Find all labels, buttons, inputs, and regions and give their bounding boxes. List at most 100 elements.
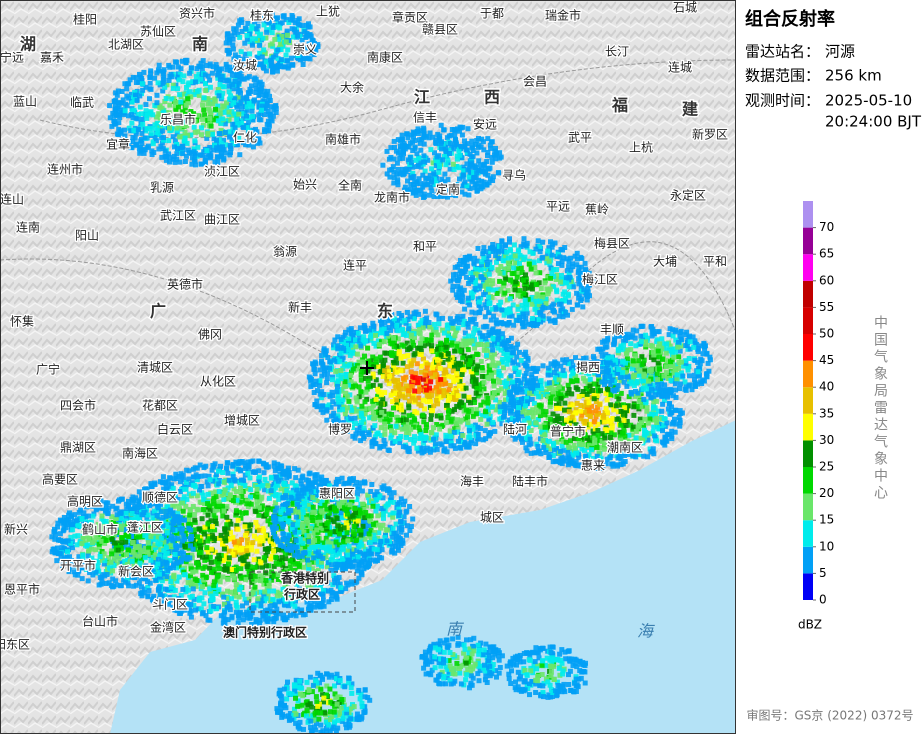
echo-cell	[524, 448, 530, 454]
echo-cell	[193, 568, 199, 574]
echo-cell	[491, 330, 497, 335]
echo-cell	[365, 345, 371, 351]
echo-cell	[565, 361, 571, 367]
echo-cell	[467, 434, 473, 440]
echo-cell	[213, 62, 219, 68]
echo-cell	[367, 384, 373, 390]
echo-cell	[645, 437, 651, 443]
echo-cell	[275, 482, 281, 488]
echo-cell	[379, 417, 385, 423]
echo-cell	[620, 461, 626, 467]
echo-cell	[593, 361, 599, 367]
echo-cell	[275, 572, 281, 578]
echo-cell	[489, 362, 495, 368]
echo-cell	[203, 81, 208, 87]
echo-cell	[353, 395, 359, 401]
echo-cell	[223, 553, 229, 559]
echo-cell	[276, 478, 281, 484]
echo-cell	[529, 410, 535, 416]
echo-cell	[459, 372, 465, 377]
echo-cell	[460, 383, 466, 388]
echo-cell	[290, 597, 296, 603]
echo-cell	[258, 578, 263, 584]
echo-cell	[630, 453, 636, 459]
echo-cell	[161, 486, 167, 492]
echo-cell	[208, 608, 214, 614]
echo-cell	[605, 387, 611, 393]
echo-cell	[414, 361, 420, 367]
echo-cell	[564, 357, 569, 363]
echo-cell	[396, 382, 402, 388]
echo-cell	[119, 108, 125, 114]
echo-cell	[438, 340, 444, 346]
echo-cell	[183, 480, 189, 486]
echo-cell	[195, 561, 201, 567]
echo-cell	[480, 368, 486, 373]
echo-cell	[218, 463, 223, 469]
echo-cell	[357, 338, 363, 344]
echo-cell	[210, 101, 216, 107]
echo-cell	[242, 596, 248, 602]
echo-cell	[476, 382, 482, 388]
echo-cell	[382, 431, 388, 437]
echo-cell	[238, 550, 244, 556]
echo-cell	[474, 370, 480, 376]
echo-cell	[447, 316, 453, 322]
echo-cell	[589, 410, 595, 416]
echo-cell	[211, 582, 217, 588]
echo-cell	[494, 390, 500, 396]
echo-cell	[204, 135, 210, 141]
echo-cell	[534, 368, 540, 374]
echo-cell	[465, 414, 470, 420]
echo-cell	[521, 406, 527, 412]
echo-cell	[345, 582, 351, 588]
echo-cell	[349, 369, 354, 375]
echo-cell	[421, 419, 427, 425]
echo-cell	[256, 505, 262, 511]
echo-cell	[235, 517, 241, 523]
echo-cell	[324, 417, 330, 423]
echo-cell	[418, 363, 424, 369]
echo-cell	[118, 509, 124, 515]
echo-cell	[438, 377, 444, 383]
echo-cell	[252, 508, 258, 514]
echo-cell	[157, 479, 163, 485]
echo-cell	[487, 376, 493, 381]
echo-cell	[222, 609, 228, 615]
echo-cell	[345, 416, 351, 422]
echo-cell	[498, 373, 504, 379]
echo-cell	[376, 342, 382, 348]
echo-cell	[384, 377, 390, 383]
echo-cell	[641, 422, 647, 428]
echo-cell	[175, 86, 180, 92]
echo-cell	[257, 541, 263, 547]
echo-cell	[222, 564, 228, 569]
echo-cell	[525, 378, 530, 384]
echo-cell	[382, 357, 388, 363]
echo-cell	[405, 353, 411, 359]
echo-cell	[350, 342, 356, 348]
echo-cell	[122, 133, 128, 139]
echo-cell	[338, 376, 344, 382]
echo-cell	[180, 79, 186, 85]
echo-cell	[535, 366, 541, 372]
echo-cell	[419, 336, 425, 342]
echo-cell	[177, 506, 182, 512]
echo-cell	[283, 598, 289, 604]
echo-cell	[678, 410, 684, 416]
echo-cell	[404, 364, 410, 370]
echo-cell	[593, 408, 599, 414]
echo-cell	[161, 518, 167, 523]
echo-cell	[127, 572, 133, 578]
echo-cell	[387, 417, 393, 423]
echo-cell	[200, 584, 205, 590]
echo-cell	[233, 602, 239, 608]
echo-cell	[224, 604, 230, 610]
echo-cell	[450, 325, 456, 331]
echo-cell	[424, 315, 430, 321]
echo-cell	[485, 395, 491, 401]
echo-cell	[174, 600, 180, 606]
echo-cell	[246, 142, 252, 148]
echo-cell	[211, 566, 217, 572]
echo-cell	[216, 481, 222, 487]
